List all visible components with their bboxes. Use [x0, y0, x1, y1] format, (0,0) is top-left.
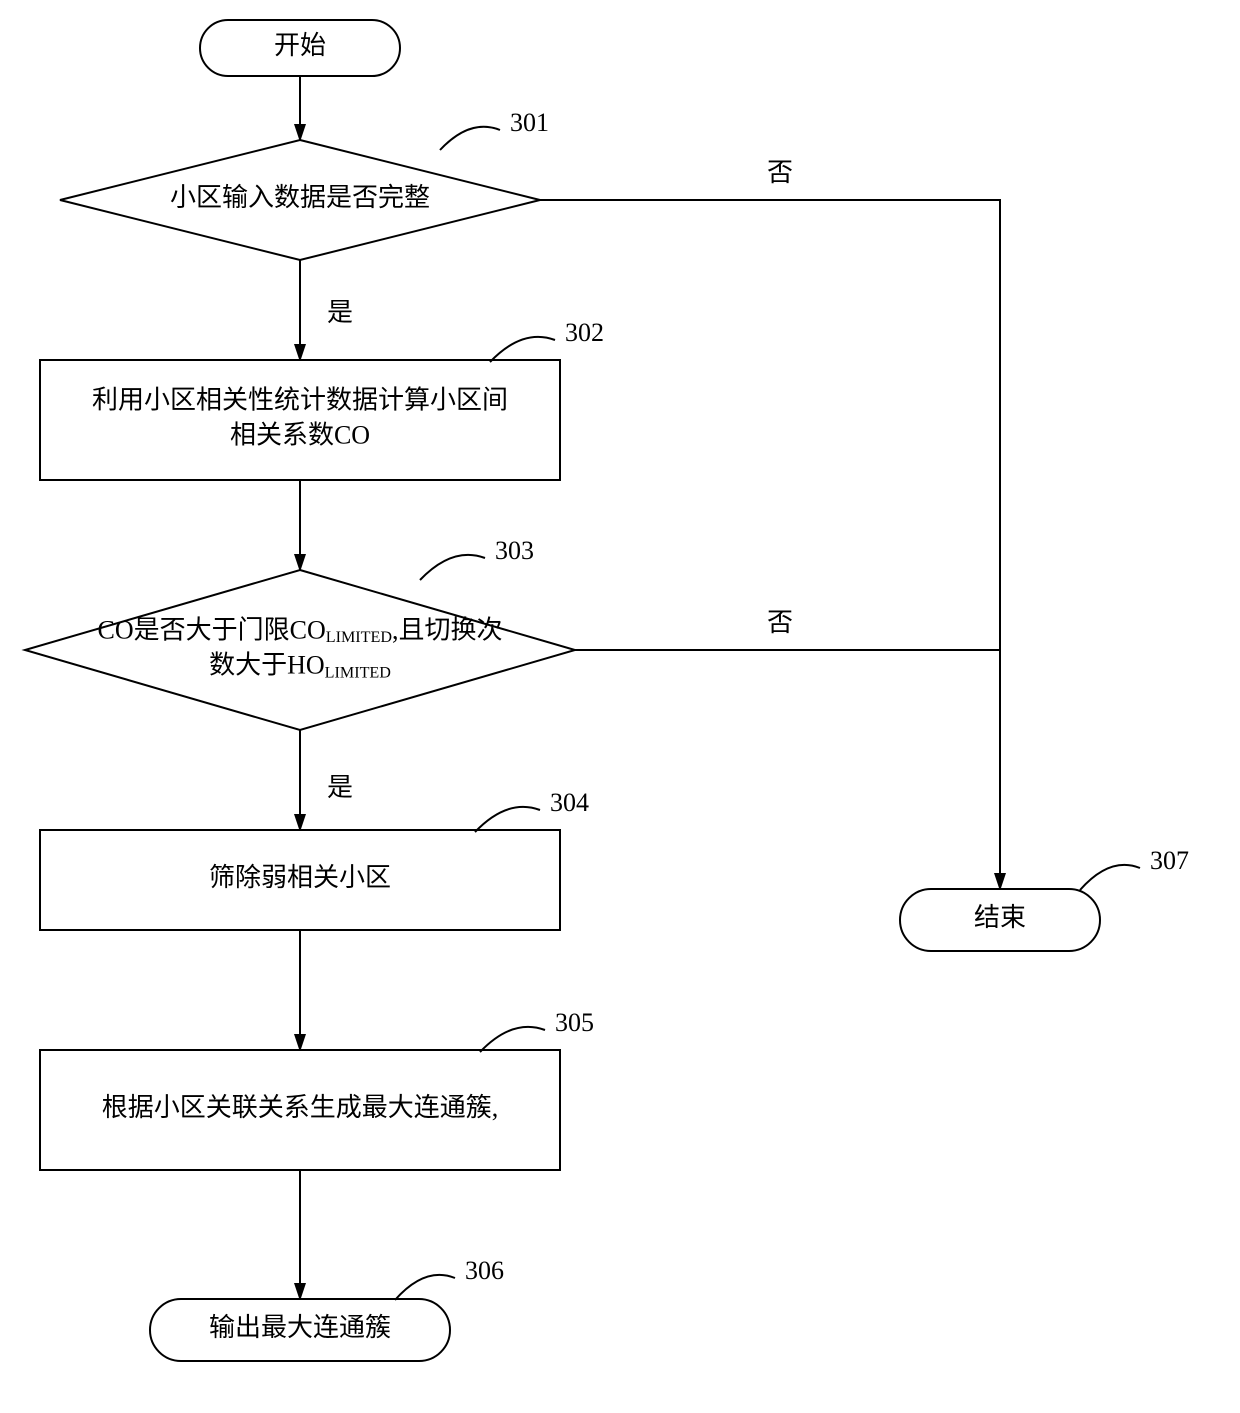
d301-leader: [440, 127, 500, 150]
edge-label-d303-no: 否: [767, 608, 793, 637]
out306-label: 输出最大连通簇: [209, 1313, 391, 1342]
end307-step-number: 307: [1150, 846, 1189, 875]
p305-step-number: 305: [555, 1008, 594, 1037]
d301-text-line-0: 小区输入数据是否完整: [170, 183, 430, 212]
d303-text-line-0: CO是否大于门限COLIMITED,且切换次: [98, 615, 503, 645]
start-label: 开始: [274, 31, 326, 60]
edge-label-d301-no: 否: [767, 158, 793, 187]
p302-leader: [490, 337, 555, 362]
out306-leader: [395, 1275, 455, 1300]
edge-d301-no: [540, 200, 1000, 889]
d303-step-number: 303: [495, 536, 534, 565]
d301-step-number: 301: [510, 108, 549, 137]
d303-leader: [420, 555, 485, 580]
p305-text-line-0: 根据小区关联关系生成最大连通簇,: [102, 1093, 499, 1122]
p302-step-number: 302: [565, 318, 604, 347]
p304-leader: [475, 807, 540, 832]
nodes-layer: 开始小区输入数据是否完整利用小区相关性统计数据计算小区间相关系数CO CO是否大于…: [25, 20, 1100, 1361]
p304-step-number: 304: [550, 788, 589, 817]
out306-step-number: 306: [465, 1256, 504, 1285]
edge-label-d301: 是: [327, 298, 353, 327]
p302-text-line-0: 利用小区相关性统计数据计算小区间: [92, 385, 508, 414]
end307-leader: [1080, 865, 1140, 890]
end307-label: 结束: [974, 903, 1026, 932]
p304-text-line-0: 筛除弱相关小区: [209, 863, 391, 892]
p302-text-line-1: 相关系数CO: [230, 421, 370, 450]
flowchart-canvas: 开始小区输入数据是否完整利用小区相关性统计数据计算小区间相关系数CO CO是否大于…: [0, 0, 1240, 1413]
p305-leader: [480, 1027, 545, 1052]
edge-label-d303: 是: [327, 773, 353, 802]
